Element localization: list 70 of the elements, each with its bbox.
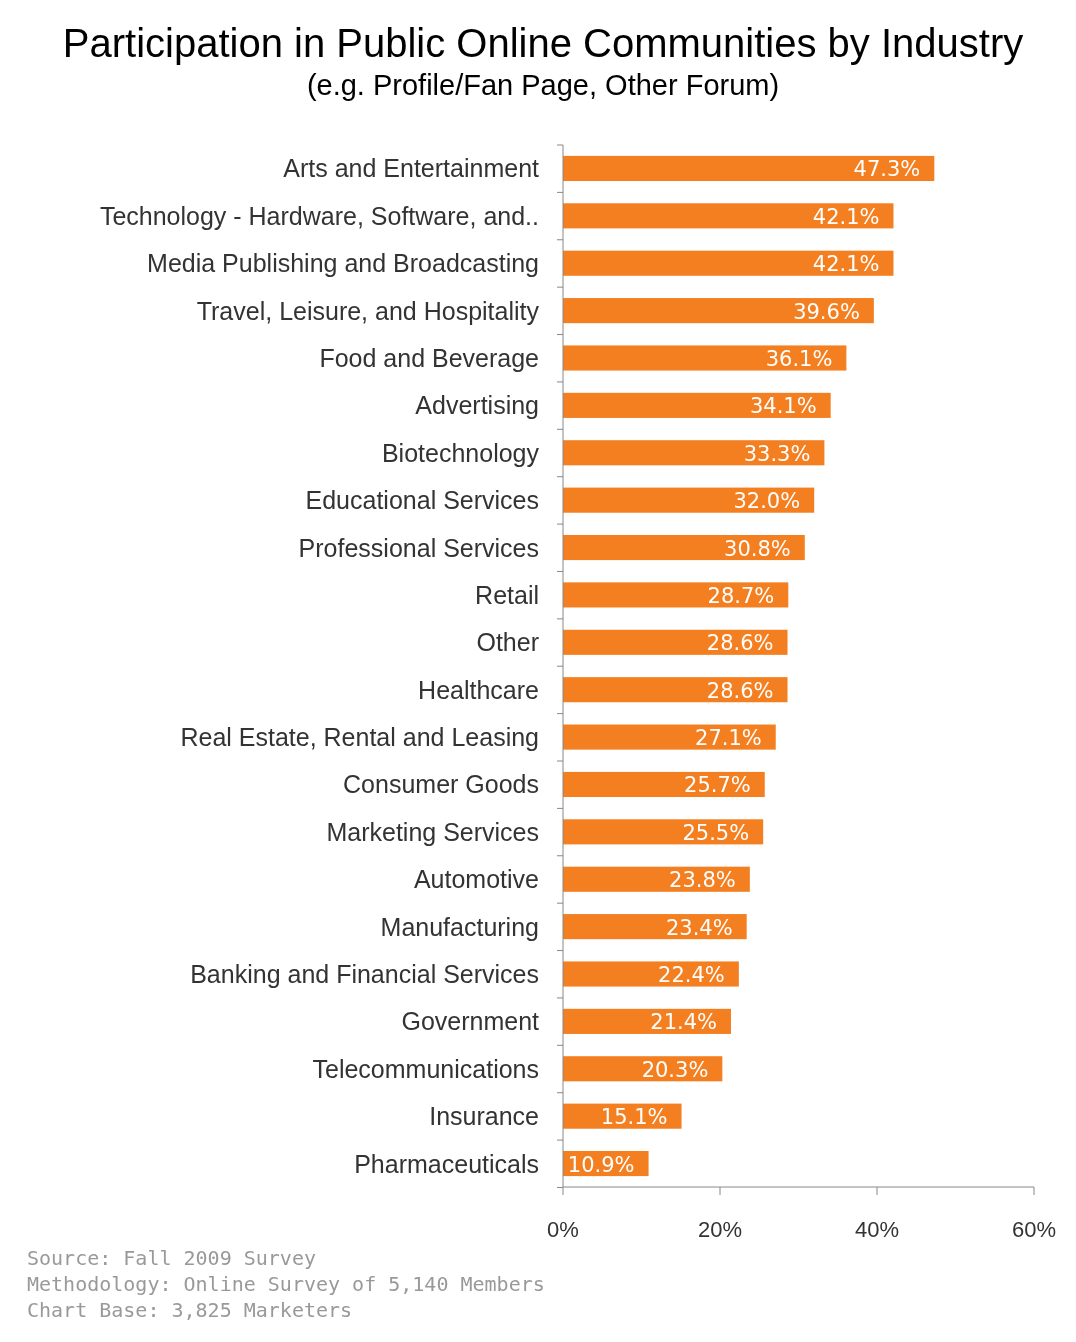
x-tick-label: 40% [854,1217,900,1242]
x-tick-label: 60% [1011,1217,1057,1242]
y-tick-label: Manufacturing [380,912,539,941]
y-tick-label: Healthcare [418,675,539,704]
y-tick-label: Advertising [415,391,539,420]
y-tick-label: Media Publishing and Broadcasting [147,249,539,278]
source-note: Source: Fall 2009 Survey [27,1246,316,1270]
data-label: 25.5% [682,820,750,845]
bar [563,155,935,182]
bar [563,582,789,608]
y-tick-label: Real Estate, Rental and Leasing [180,723,539,752]
y-tick-label: Consumer Goods [343,770,539,799]
y-tick-label: Technology - Hardware, Software, and.. [99,201,539,230]
data-label: 23.4% [665,915,733,940]
data-label: 32.0% [733,489,801,514]
chart-subtitle: (e.g. Profile/Fan Page, Other Forum) [306,69,780,101]
data-label: 27.1% [695,726,762,751]
bar [563,914,747,940]
data-label: 39.6% [793,299,860,324]
data-label: 42.1% [812,204,880,229]
data-label: 36.1% [765,347,833,371]
bar [563,440,825,466]
y-tick-label: Professional Services [298,533,539,562]
bar [563,677,788,703]
data-label: 20.3% [641,1057,709,1082]
bar [563,203,894,229]
data-label: 28.7% [707,583,775,608]
x-tick-label: 0% [547,1217,579,1242]
data-label: 22.4% [658,963,725,987]
data-label: 28.6% [706,678,774,703]
y-tick-label: Automotive [413,865,539,894]
y-tick-label: Banking and Financial Services [190,960,539,988]
data-label: 47.3% [853,157,921,182]
chart-title: Participation in Public Online Communities by Industry [62,21,1024,65]
bar [563,819,764,845]
y-tick-label: Other [476,628,539,657]
y-tick-label: Marketing Services [326,817,539,846]
x-tick-label: 20% [697,1217,743,1242]
data-label: 28.6% [706,631,774,656]
bar [563,961,739,987]
bar [563,534,805,561]
y-tick-label: Pharmaceuticals [354,1149,539,1178]
y-tick-label: Insurance [429,1102,539,1131]
bar [563,724,776,750]
bar [563,298,874,324]
text: Methodology: Online Survey of 5,140 Members [27,1272,545,1296]
bar [563,250,894,276]
y-tick-label: Educational Services [305,486,539,515]
data-label: 42.1% [812,252,880,277]
data-label: 21.4% [650,1010,717,1035]
bar [563,771,765,798]
data-label: 15.1% [600,1105,668,1130]
text: Chart Base: 3,825 Marketers [27,1298,353,1322]
data-label: 34.1% [749,394,817,419]
data-label: 25.7% [684,773,751,798]
data-label: 30.8% [724,536,791,561]
y-tick-label: Arts and Entertainment [283,154,540,183]
y-tick-label: Biotechnology [381,438,540,467]
data-label: 23.8% [669,868,736,893]
bar [563,487,815,513]
y-tick-label: Food and Beverage [319,344,539,372]
y-tick-label: Government [401,1007,540,1036]
data-label: 10.9% [567,1152,635,1177]
y-tick-label: Telecommunications [312,1054,539,1083]
bar [563,345,847,371]
y-tick-label: Retail [475,580,539,609]
bar [563,392,831,418]
data-label: 33.3% [743,441,811,466]
bar [563,629,788,655]
y-tick-label: Travel, Leisure, and Hospitality [196,296,540,325]
